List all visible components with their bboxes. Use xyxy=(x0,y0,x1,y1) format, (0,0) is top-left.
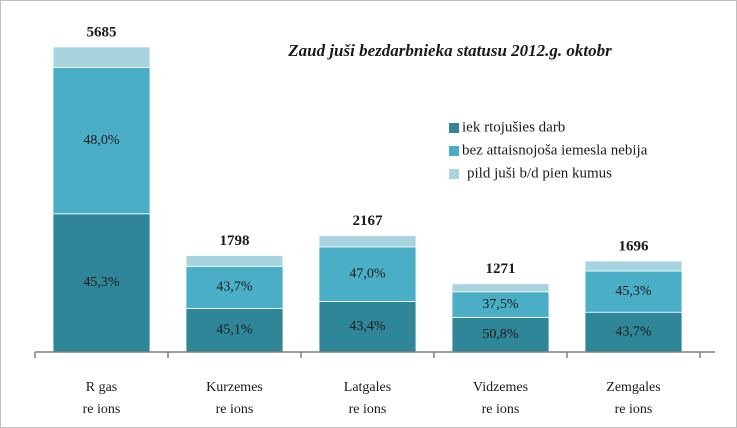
x-tick-label: R gas xyxy=(86,380,118,395)
legend-label: bez attaisnojoša iemesla nebija xyxy=(462,142,648,158)
total-label: 5685 xyxy=(87,24,117,40)
x-tick-label: re ions xyxy=(349,402,387,417)
x-tick-label: Zemgales xyxy=(606,380,660,395)
total-label: 2167 xyxy=(353,213,384,229)
legend-label: iek rtojušies darb xyxy=(462,119,565,135)
x-tick-label: re ions xyxy=(83,402,121,417)
total-label: 1798 xyxy=(220,233,250,249)
legend-marker xyxy=(449,146,459,156)
bar-segment xyxy=(185,308,284,353)
bar-segment xyxy=(451,283,550,293)
data-label: 45,1% xyxy=(216,322,253,337)
chart-title: Zaud juši bezdarbnieka statusu 2012.g. o… xyxy=(287,41,612,60)
bar-segment xyxy=(318,301,417,353)
bar-segment xyxy=(584,260,683,272)
bar-segment xyxy=(584,270,683,313)
bar-segment xyxy=(451,291,550,318)
bar-segment xyxy=(52,46,151,68)
bar-segment xyxy=(584,311,683,353)
x-tick-label: re ions xyxy=(482,402,520,417)
legend-marker xyxy=(449,123,459,133)
bar-segment xyxy=(318,246,417,302)
data-label: 45,3% xyxy=(615,284,652,299)
data-label: 48,0% xyxy=(83,133,120,148)
x-tick-label: Vidzemes xyxy=(473,380,528,395)
bar-segment xyxy=(52,213,151,353)
data-label: 47,0% xyxy=(349,266,386,281)
legend-marker xyxy=(449,169,459,179)
x-tick-label: Latgales xyxy=(344,380,391,395)
total-label: 1696 xyxy=(619,238,650,254)
data-label: 50,8% xyxy=(482,327,519,342)
data-label: 43,7% xyxy=(615,324,652,339)
data-label: 45,3% xyxy=(83,275,120,290)
bar-segment xyxy=(318,235,417,248)
bar-segment xyxy=(451,316,550,353)
total-label: 1271 xyxy=(486,261,516,277)
x-tick-label: re ions xyxy=(216,402,254,417)
data-label: 37,5% xyxy=(482,297,519,312)
x-tick-label: Kurzemes xyxy=(206,380,263,395)
data-label: 43,7% xyxy=(216,280,253,295)
data-label: 43,4% xyxy=(349,319,386,334)
bar-segment xyxy=(185,265,284,309)
bar-segment xyxy=(185,255,284,267)
legend-label: pild juši b/d pien kumus xyxy=(467,165,612,181)
x-tick-label: re ions xyxy=(615,402,653,417)
